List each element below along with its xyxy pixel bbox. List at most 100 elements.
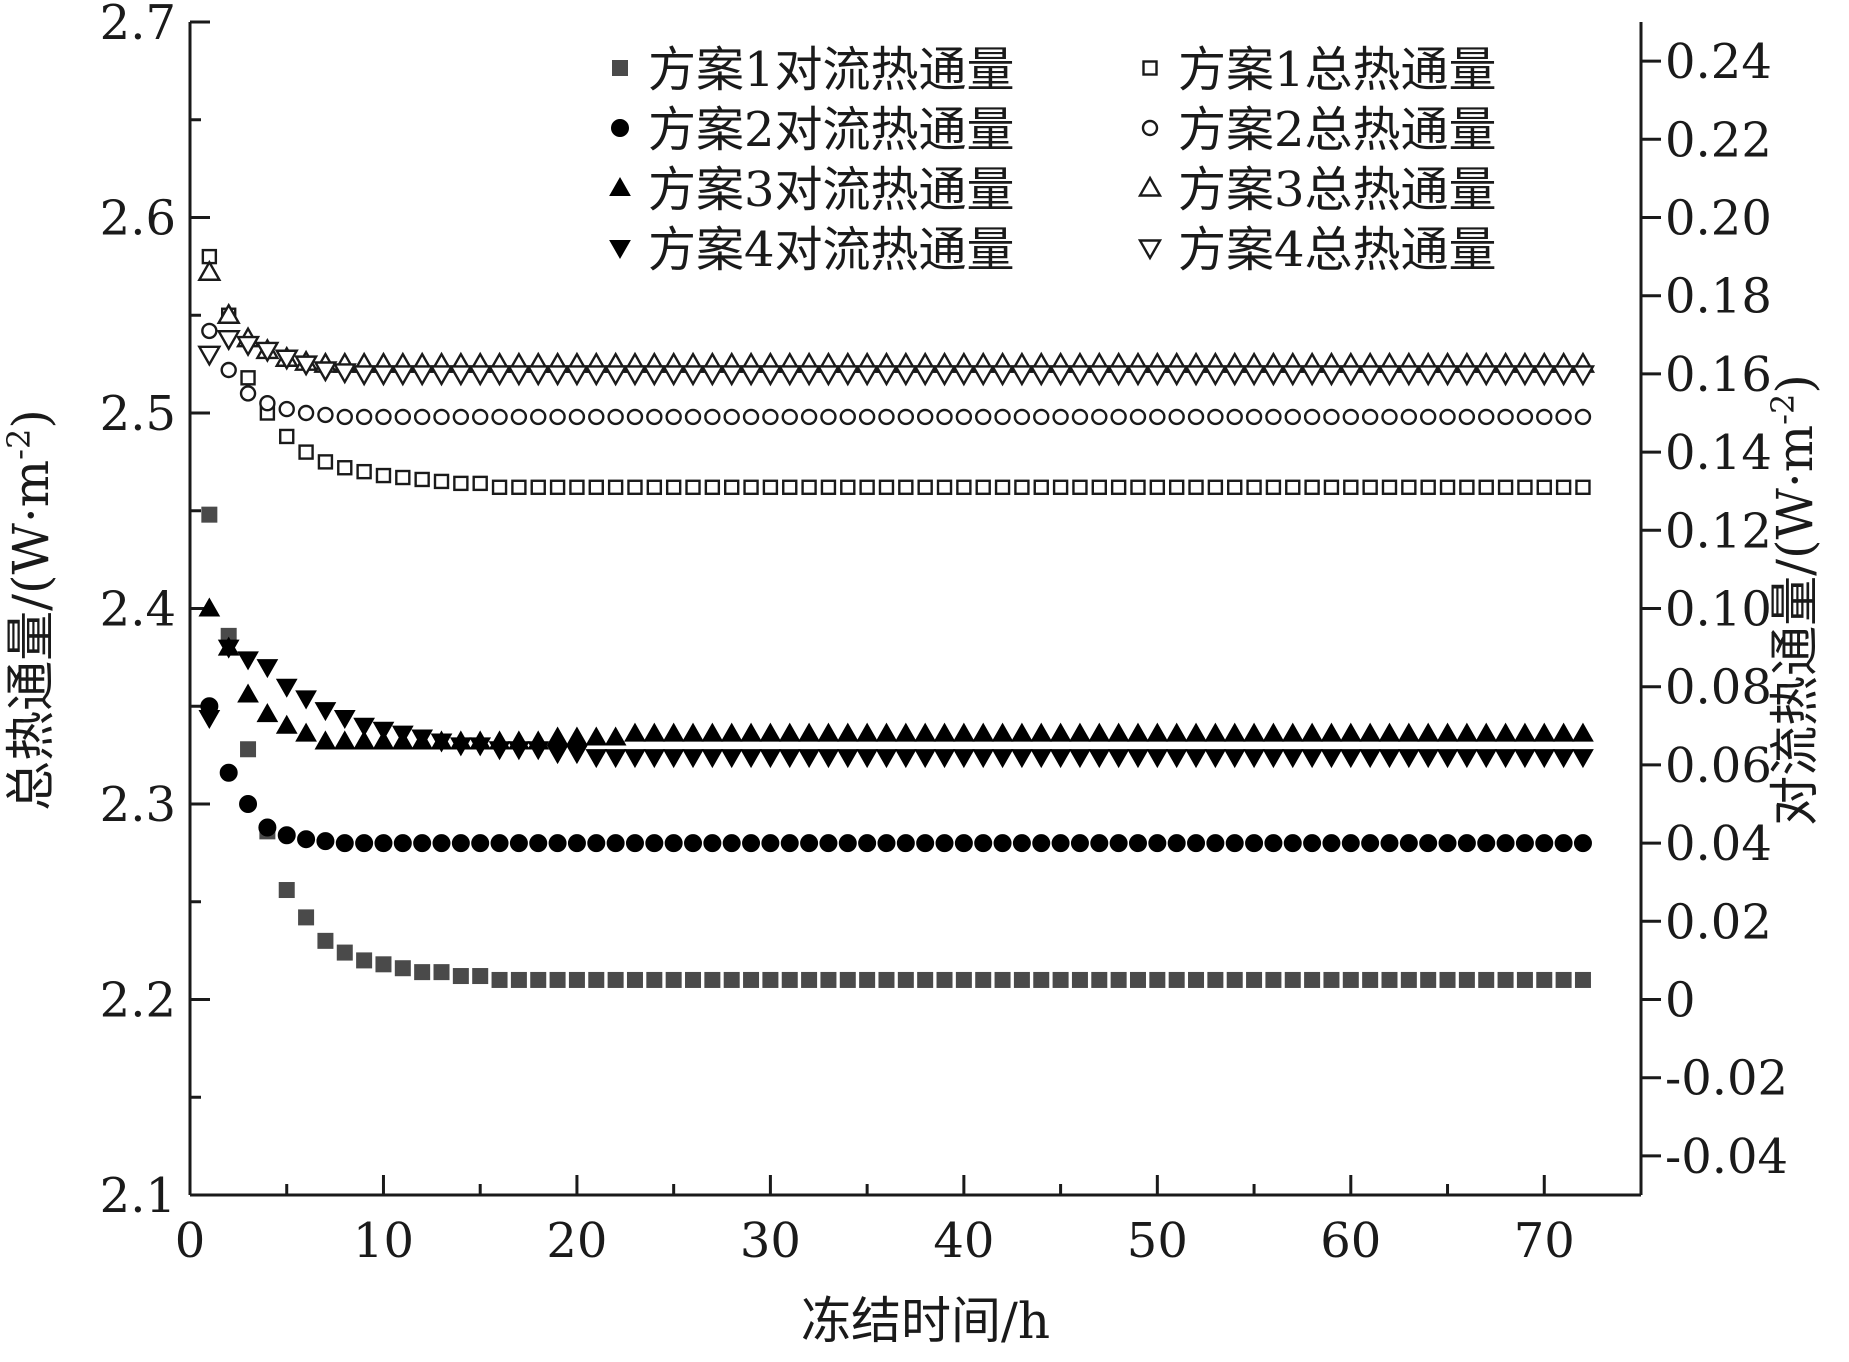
data-point	[798, 722, 820, 742]
data-point	[278, 882, 295, 899]
data-point	[390, 365, 415, 387]
data-point	[355, 408, 373, 426]
data-point	[1206, 834, 1225, 853]
data-point	[1494, 722, 1517, 742]
data-point	[1110, 479, 1127, 495]
data-point	[1555, 479, 1572, 495]
data-point	[917, 971, 934, 988]
data-point	[1245, 834, 1264, 853]
data-point	[762, 971, 779, 988]
data-point	[975, 479, 991, 495]
data-point	[1048, 365, 1073, 387]
data-point	[1304, 479, 1320, 495]
data-point	[781, 408, 798, 426]
data-point	[1090, 834, 1109, 853]
data-point	[1284, 971, 1301, 988]
data-point	[877, 834, 896, 853]
data-point	[953, 722, 975, 742]
legend-marker	[609, 176, 631, 196]
data-point	[604, 749, 627, 769]
data-point	[836, 749, 859, 769]
data-point	[1536, 408, 1553, 426]
data-point	[1551, 365, 1576, 387]
data-point	[1127, 749, 1149, 769]
data-point	[1475, 722, 1498, 742]
data-point	[1323, 479, 1340, 495]
data-point	[878, 408, 895, 426]
data-point	[954, 834, 973, 853]
data-point	[645, 834, 664, 853]
data-point	[624, 749, 646, 769]
data-point	[295, 722, 317, 742]
data-point	[545, 365, 570, 387]
x-tick-label: 60	[1320, 1213, 1381, 1269]
data-point	[1069, 749, 1091, 769]
data-point	[375, 408, 392, 426]
data-point	[1436, 722, 1459, 742]
data-point	[838, 834, 857, 853]
data-point	[856, 722, 878, 742]
legend-label: 方案1对流热通量	[648, 42, 1015, 98]
data-point	[916, 408, 934, 426]
x-tick-label: 20	[546, 1213, 607, 1269]
data-point	[1420, 971, 1437, 988]
y-left-tick-label: 2.6	[100, 191, 176, 247]
data-point	[219, 763, 238, 782]
data-point	[411, 729, 434, 749]
data-point	[991, 722, 1014, 742]
data-point	[317, 454, 334, 470]
data-point	[704, 971, 721, 988]
data-point	[1320, 722, 1343, 742]
data-point	[724, 479, 740, 495]
data-point	[1456, 722, 1478, 742]
data-point	[682, 722, 704, 742]
data-point	[237, 683, 259, 703]
data-point	[413, 408, 431, 426]
x-tick-label: 0	[175, 1213, 206, 1269]
data-point	[719, 365, 744, 387]
data-point	[356, 463, 372, 480]
data-point	[1033, 408, 1050, 426]
data-point	[527, 741, 550, 761]
data-point	[1516, 408, 1534, 426]
data-point	[1087, 365, 1112, 387]
data-point	[778, 749, 801, 769]
data-point	[1436, 749, 1459, 769]
data-point	[1265, 971, 1282, 988]
data-point	[335, 834, 354, 853]
data-point	[568, 971, 585, 988]
data-point	[758, 365, 783, 387]
data-point	[1009, 365, 1034, 387]
data-point	[1377, 365, 1402, 387]
data-point	[393, 834, 412, 853]
data-point	[314, 702, 337, 722]
data-point	[1574, 408, 1592, 426]
data-point	[395, 469, 411, 486]
data-point	[913, 365, 938, 387]
data-point	[1183, 365, 1209, 387]
data-point	[1338, 365, 1363, 387]
data-point	[1014, 479, 1030, 495]
data-point	[1146, 722, 1169, 742]
data-point	[759, 749, 782, 769]
data-point	[643, 722, 666, 742]
data-point	[297, 404, 315, 422]
data-point	[1533, 749, 1556, 769]
chart-marks	[197, 248, 1596, 988]
series-7	[198, 639, 1594, 769]
data-point	[1458, 971, 1475, 988]
data-point	[295, 690, 317, 710]
data-point	[604, 726, 627, 746]
data-point	[1032, 834, 1051, 853]
data-point	[798, 749, 820, 769]
legend-marker	[1137, 175, 1163, 197]
data-point	[414, 471, 430, 488]
data-point	[1552, 749, 1575, 769]
data-point	[1107, 749, 1130, 769]
data-point	[1033, 971, 1050, 988]
data-point	[548, 834, 567, 853]
y-left-tick-label: 2.7	[100, 0, 176, 51]
data-point	[1261, 365, 1286, 387]
y-right-tick-label: -0.04	[1665, 1129, 1788, 1185]
y-right-tick-label: 0.12	[1665, 503, 1772, 559]
